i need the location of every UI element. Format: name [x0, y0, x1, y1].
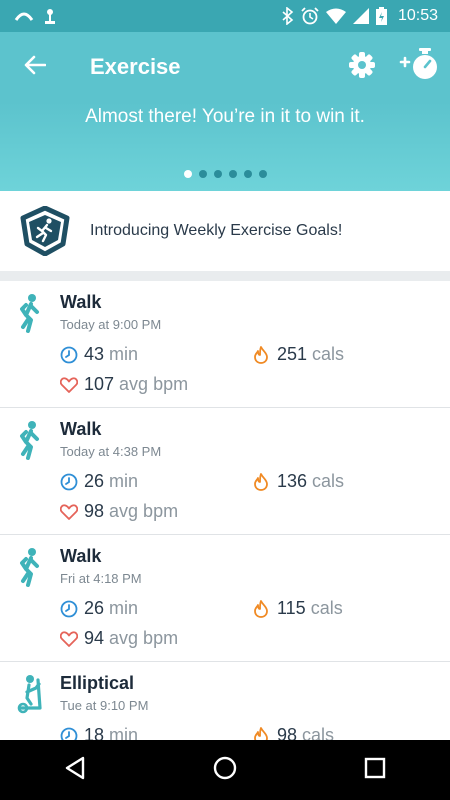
calories-value: 251 — [277, 344, 308, 364]
nav-recents-button[interactable] — [345, 740, 405, 800]
section-divider — [0, 271, 450, 281]
duration-unit: min — [109, 725, 139, 740]
back-button[interactable] — [10, 42, 60, 92]
calories-unit: cals — [302, 725, 335, 740]
page-dot[interactable] — [228, 170, 237, 178]
bpm-unit: avg bpm — [119, 374, 189, 394]
calories-unit: cals — [312, 344, 345, 364]
add-exercise-button[interactable] — [398, 45, 442, 89]
walk-icon — [16, 293, 44, 333]
page-dot[interactable] — [243, 170, 252, 178]
clock-icon — [60, 473, 78, 491]
exercise-name: Walk — [60, 419, 102, 439]
exercise-list[interactable]: Walk Today at 9:00 PM 43 min 251 cals 107 a… — [0, 281, 450, 740]
flame-icon — [253, 599, 271, 618]
signal-icon — [352, 8, 369, 24]
calories-stat: 251 cals — [253, 344, 344, 365]
exercise-goal-badge-icon — [18, 204, 72, 258]
clock-icon — [60, 346, 78, 364]
page-title: Exercise — [90, 54, 181, 79]
duration-unit: min — [109, 344, 139, 364]
exercise-date: Today at 4:38 PM — [60, 444, 162, 459]
duration-stat: 43 min — [60, 344, 138, 365]
walk-icon — [16, 420, 44, 460]
calories-value: 98 — [277, 725, 298, 740]
duration-unit: min — [109, 471, 139, 491]
duration-value: 43 — [84, 344, 105, 364]
exercise-row[interactable]: Walk Today at 4:38 PM 26 min 136 cals 98 av… — [0, 408, 450, 535]
clock-icon — [60, 600, 78, 618]
exercise-date: Today at 9:00 PM — [60, 317, 162, 332]
add-stopwatch-icon — [399, 47, 441, 88]
status-bar: 10:53 — [0, 0, 450, 32]
hero-message: Almost there! You’re in it to win it. — [85, 106, 365, 127]
heart-icon — [60, 503, 78, 521]
gear-icon — [348, 51, 376, 84]
exercise-date: Tue at 9:10 PM — [60, 698, 149, 713]
heart-rate-stat: 98 avg bpm — [60, 501, 178, 522]
duration-unit: min — [109, 598, 139, 618]
calories-stat: 115 cals — [253, 598, 343, 619]
weekly-goals-promo[interactable]: Introducing Weekly Exercise Goals! — [0, 191, 450, 271]
page-dot[interactable] — [198, 170, 207, 178]
bpm-value: 94 — [84, 628, 105, 648]
flame-icon — [253, 345, 271, 364]
calories-value: 115 — [277, 598, 306, 618]
calories-unit: cals — [312, 471, 345, 491]
calories-stat: 136 cals — [253, 471, 344, 492]
duration-value: 26 — [84, 471, 105, 491]
heart-icon — [60, 376, 78, 394]
exercise-name: Walk — [60, 292, 102, 312]
triangle-back-icon — [64, 756, 86, 785]
heart-icon — [60, 630, 78, 648]
wifi-icon — [325, 8, 346, 24]
exercise-row[interactable]: Walk Today at 9:00 PM 43 min 251 cals 107 a… — [0, 281, 450, 408]
status-time: 10:53 — [397, 7, 438, 24]
heart-rate-stat: 107 avg bpm — [60, 374, 188, 395]
duration-value: 26 — [84, 598, 105, 618]
nav-home-button[interactable] — [195, 740, 255, 800]
calories-stat: 98 cals — [253, 725, 334, 740]
system-nav-bar — [0, 740, 450, 800]
exercise-name: Elliptical — [60, 673, 135, 693]
back-arrow-icon — [24, 55, 47, 80]
page-dot[interactable] — [258, 170, 267, 178]
battery-icon — [375, 7, 387, 25]
calories-unit: cals — [310, 598, 343, 618]
page-dot[interactable] — [213, 170, 222, 178]
duration-stat: 26 min — [60, 471, 138, 492]
bpm-unit: avg bpm — [109, 628, 179, 648]
elliptical-icon — [16, 674, 44, 714]
exercise-name: Walk — [60, 546, 102, 566]
bpm-unit: avg bpm — [109, 501, 179, 521]
app-bar: Exercise — [0, 32, 450, 102]
page-indicator[interactable] — [0, 170, 450, 178]
exercise-row[interactable]: Walk Fri at 4:18 PM 26 min 115 cals 94 avg … — [0, 535, 450, 662]
exercise-row[interactable]: Elliptical Tue at 9:10 PM 18 min 98 cals — [0, 662, 450, 740]
bpm-value: 107 — [84, 374, 115, 394]
calories-value: 136 — [277, 471, 308, 491]
circle-home-icon — [213, 756, 237, 785]
duration-stat: 18 min — [60, 725, 138, 740]
duration-value: 18 — [84, 725, 105, 740]
duration-stat: 26 min — [60, 598, 138, 619]
headset-notification-icon — [14, 10, 34, 22]
exercise-date: Fri at 4:18 PM — [60, 571, 142, 586]
clock-icon — [60, 727, 78, 740]
bluetooth-icon — [282, 7, 294, 25]
page-dot[interactable] — [183, 170, 192, 178]
promo-text: Introducing Weekly Exercise Goals! — [90, 222, 343, 239]
alarm-icon — [301, 7, 319, 25]
settings-button[interactable] — [340, 45, 384, 89]
usb-notification-icon — [44, 8, 56, 24]
bpm-value: 98 — [84, 501, 105, 521]
nav-back-button[interactable] — [45, 740, 105, 800]
walk-icon — [16, 547, 44, 587]
flame-icon — [253, 472, 271, 491]
heart-rate-stat: 94 avg bpm — [60, 628, 178, 649]
flame-icon — [253, 726, 271, 740]
square-recents-icon — [364, 757, 386, 784]
goal-hero-banner: Almost there! You’re in it to win it. — [0, 102, 450, 191]
